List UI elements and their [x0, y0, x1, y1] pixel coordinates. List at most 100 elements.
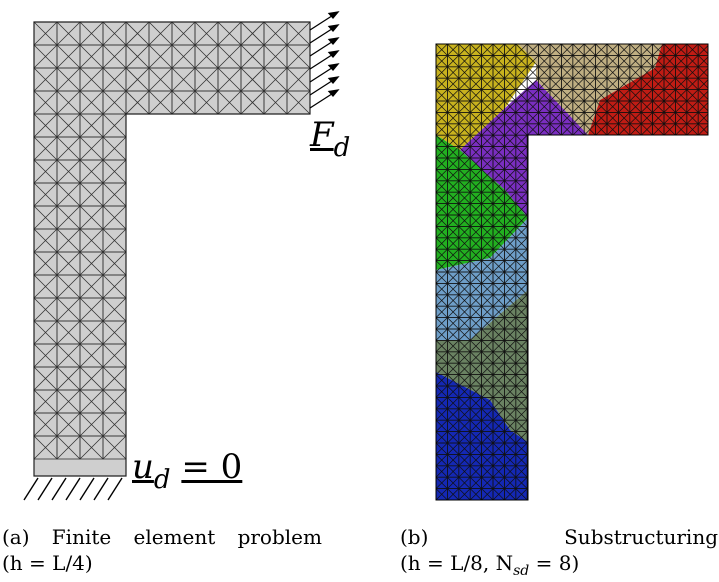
- mesh-b-diagonal: [458, 226, 471, 239]
- mesh-b-diagonal: [436, 431, 448, 444]
- mesh-b-diagonal: [458, 454, 471, 467]
- mesh-b-cell: [526, 488, 539, 500]
- mesh-b-diagonal: [492, 44, 505, 56]
- mesh-b-cell: [526, 203, 539, 216]
- hatch-line: [93, 477, 109, 501]
- mesh-b-diagonal: [526, 454, 539, 467]
- mesh-b-diagonal: [436, 260, 448, 273]
- mesh-b-diagonal: [663, 44, 676, 56]
- mesh-a-diagonal: [102, 389, 127, 414]
- mesh-b-diagonal: [515, 397, 528, 410]
- mesh-b-cell: [481, 499, 494, 500]
- mesh-b-diagonal: [469, 294, 482, 307]
- mesh-b-diagonal: [549, 66, 562, 79]
- mesh-b-diagonal: [492, 340, 505, 353]
- mesh-b-diagonal: [675, 55, 688, 68]
- mesh-b-diagonal: [515, 454, 528, 467]
- mesh-b-diagonal: [526, 374, 539, 387]
- mesh-b-diagonal: [458, 374, 471, 387]
- mesh-b-diagonal: [481, 476, 494, 489]
- mesh-b-diagonal: [481, 44, 494, 56]
- hatch-line: [23, 477, 39, 501]
- mesh-b-diagonal: [504, 305, 517, 318]
- mesh-b-diagonal: [436, 100, 448, 113]
- mesh-b-diagonal: [436, 237, 448, 250]
- mesh-b-diagonal: [504, 66, 517, 79]
- mesh-b-diagonal: [675, 100, 688, 113]
- mesh-b-cell: [526, 385, 539, 398]
- mesh-b-diagonal: [492, 476, 505, 489]
- mesh-b-diagonal: [447, 180, 460, 193]
- boundary-condition-label: ud = 0: [132, 447, 242, 495]
- mesh-b-diagonal: [640, 89, 653, 102]
- mesh-b-diagonal: [492, 374, 505, 387]
- mesh-b-diagonal: [492, 385, 505, 398]
- mesh-b-diagonal: [515, 271, 528, 284]
- mesh-b-diagonal: [447, 89, 460, 102]
- mesh-b-cell: [526, 431, 539, 444]
- mesh-b-diagonal: [504, 442, 517, 455]
- mesh-a-diagonal: [240, 21, 265, 46]
- mesh-a-diagonal: [56, 412, 81, 437]
- mesh-b-diagonal: [663, 77, 676, 90]
- mesh-a-diagonal: [79, 435, 104, 460]
- load-arrows: [309, 11, 340, 109]
- mesh-b-diagonal: [492, 454, 505, 467]
- mesh-b-cell: [492, 499, 505, 500]
- mesh-a-diagonal: [33, 90, 58, 115]
- mesh-a-diagonal: [217, 44, 242, 69]
- mesh-b-diagonal: [436, 374, 448, 387]
- mesh-b-diagonal: [515, 203, 528, 216]
- mesh-b-diagonal: [458, 77, 471, 90]
- mesh-b-diagonal: [492, 77, 505, 90]
- mesh-b-diagonal: [663, 66, 676, 79]
- mesh-b-diagonal: [663, 100, 676, 113]
- mesh-b-diagonal: [447, 488, 460, 500]
- mesh-a-diagonal: [56, 320, 81, 345]
- mesh-b-cell: [526, 317, 539, 330]
- load-arrow-head: [327, 11, 340, 19]
- mesh-b-diagonal: [436, 499, 448, 500]
- mesh-b-diagonal: [526, 180, 539, 193]
- mesh-b-cell: [526, 169, 539, 182]
- mesh-b-diagonal: [526, 237, 539, 250]
- mesh-b-diagonal: [469, 100, 482, 113]
- mesh-b-diagonal: [458, 180, 471, 193]
- mesh-b-diagonal: [492, 237, 505, 250]
- mesh-b-diagonal: [458, 146, 471, 159]
- mesh-b-diagonal: [481, 89, 494, 102]
- mesh-b-diagonal: [526, 157, 539, 170]
- mesh-b-diagonal: [447, 374, 460, 387]
- mesh-b-diagonal: [618, 123, 631, 136]
- mesh-b-diagonal: [515, 488, 528, 500]
- mesh-a-diagonal: [171, 67, 196, 92]
- mesh-b-diagonal: [492, 169, 505, 182]
- mesh-b-diagonal: [595, 123, 608, 136]
- mesh-b-diagonal: [504, 499, 517, 500]
- mesh-b-diagonal: [481, 340, 494, 353]
- mesh-b-diagonal: [640, 100, 653, 113]
- mesh-a-diagonal: [102, 67, 127, 92]
- mesh-b-diagonal: [652, 77, 665, 90]
- mesh-b-diagonal: [515, 191, 528, 204]
- mesh-b-diagonal: [663, 89, 676, 102]
- mesh-b-diagonal: [492, 419, 505, 432]
- hatch-line: [79, 477, 95, 501]
- mesh-b-diagonal: [481, 442, 494, 455]
- mesh-b-diagonal: [469, 431, 482, 444]
- mesh-b-diagonal: [481, 454, 494, 467]
- mesh-b-diagonal: [515, 169, 528, 182]
- mesh-b-diagonal: [504, 44, 517, 56]
- mesh-a-diagonal: [79, 366, 104, 391]
- mesh-b-diagonal: [492, 66, 505, 79]
- mesh-b-diagonal: [504, 180, 517, 193]
- mesh-b-diagonal: [504, 89, 517, 102]
- mesh-a-diagonal: [79, 228, 104, 253]
- mesh-b-diagonal: [515, 44, 528, 56]
- mesh-b-diagonal: [481, 488, 494, 500]
- mesh-b-diagonal: [561, 66, 574, 79]
- mesh-b-diagonal: [469, 89, 482, 102]
- mesh-b-diagonal: [436, 112, 448, 125]
- mesh-b-diagonal: [492, 203, 505, 216]
- mesh-a-diagonal: [263, 21, 288, 46]
